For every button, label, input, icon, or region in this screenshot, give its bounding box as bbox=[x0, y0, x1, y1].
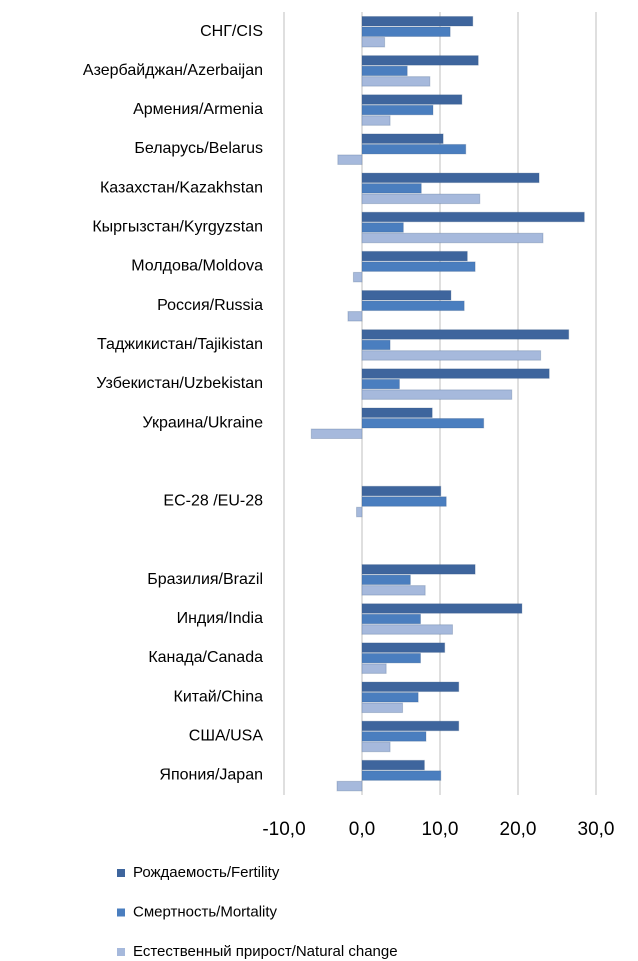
bar bbox=[361, 222, 404, 233]
bar bbox=[361, 585, 426, 596]
legend-label: Рождаемость/Fertility bbox=[133, 864, 280, 881]
bar bbox=[361, 574, 411, 586]
category-label: Кыргызстан/Kyrgyzstan bbox=[92, 219, 263, 236]
bar bbox=[347, 311, 363, 322]
bar bbox=[361, 613, 421, 625]
category-label: Казахстан/Kazakhstan bbox=[100, 179, 263, 196]
bar bbox=[361, 65, 408, 77]
bar bbox=[361, 183, 422, 194]
category-label: Россия/Russia bbox=[157, 297, 263, 314]
bar bbox=[361, 55, 479, 66]
bar bbox=[356, 506, 363, 518]
legend-swatch bbox=[117, 869, 125, 877]
x-tick-label: 20,0 bbox=[500, 819, 537, 840]
bar bbox=[361, 368, 550, 379]
category-label: ЕС-28 /EU-28 bbox=[163, 493, 263, 510]
category-label: Китай/China bbox=[174, 688, 264, 705]
bar bbox=[361, 770, 442, 781]
category-label: Бразилия/Brazil bbox=[147, 571, 263, 588]
category-label: Беларусь/Belarus bbox=[134, 140, 263, 157]
legend-label: Естественный прирост/Natural change bbox=[133, 943, 398, 960]
bar bbox=[361, 731, 427, 742]
legend-swatch bbox=[117, 948, 125, 956]
bar bbox=[361, 211, 585, 223]
bar bbox=[361, 193, 481, 205]
bar bbox=[361, 418, 485, 429]
bar bbox=[361, 741, 391, 753]
bar bbox=[361, 652, 421, 664]
bar bbox=[361, 290, 452, 301]
bar bbox=[310, 428, 363, 439]
category-label: Азербайджан/Azerbaijan bbox=[83, 62, 263, 79]
category-label: Украина/Ukraine bbox=[143, 414, 264, 431]
bar bbox=[361, 378, 400, 390]
x-tick-label: 0,0 bbox=[349, 819, 375, 840]
category-label: Таджикистан/Tajikistan bbox=[97, 336, 263, 353]
category-label: Канада/Canada bbox=[148, 649, 263, 666]
bar bbox=[337, 154, 363, 165]
bar bbox=[361, 143, 467, 155]
bar bbox=[361, 133, 444, 144]
bar bbox=[361, 485, 442, 497]
legend-label: Смертность/Mortality bbox=[133, 903, 278, 920]
bar bbox=[361, 642, 446, 653]
category-label: Индия/India bbox=[177, 610, 264, 627]
bar bbox=[361, 250, 468, 262]
bar bbox=[361, 232, 544, 244]
category-label: Узбекистан/Uzbekistan bbox=[96, 375, 263, 392]
bar bbox=[352, 271, 363, 283]
legend-swatch bbox=[117, 908, 125, 917]
bar bbox=[361, 26, 451, 37]
bar bbox=[361, 603, 523, 614]
x-tick-label: 10,0 bbox=[422, 819, 459, 840]
bar bbox=[361, 389, 513, 400]
bar bbox=[361, 624, 453, 635]
category-label: США/USA bbox=[189, 727, 264, 744]
x-tick-label: 30,0 bbox=[578, 819, 615, 840]
bar bbox=[336, 780, 363, 792]
bar bbox=[361, 300, 465, 312]
category-label: Молдова/Moldova bbox=[131, 258, 263, 275]
bar bbox=[361, 692, 419, 703]
bar bbox=[361, 94, 463, 105]
category-label: Армения/Armenia bbox=[133, 101, 263, 118]
bar bbox=[361, 37, 386, 48]
bar bbox=[361, 339, 391, 351]
bar bbox=[361, 720, 460, 732]
bar bbox=[361, 76, 431, 87]
bar bbox=[361, 329, 570, 340]
bar bbox=[361, 759, 425, 771]
bar bbox=[361, 104, 434, 116]
category-label: СНГ/CIS bbox=[200, 23, 263, 40]
bar bbox=[361, 663, 387, 674]
bar bbox=[361, 407, 433, 418]
bar bbox=[361, 564, 476, 575]
bar bbox=[361, 261, 476, 272]
bar bbox=[361, 115, 391, 126]
category-label: Япония/Japan bbox=[159, 767, 263, 784]
bar bbox=[361, 172, 540, 184]
bar bbox=[361, 496, 447, 507]
bar bbox=[361, 16, 474, 27]
x-tick-label: -10,0 bbox=[262, 819, 305, 840]
bar bbox=[361, 702, 404, 714]
bar bbox=[361, 681, 460, 693]
bar bbox=[361, 350, 542, 361]
